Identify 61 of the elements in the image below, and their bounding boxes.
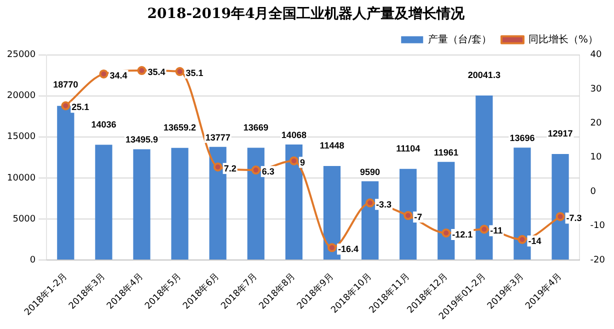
legend-label: 产量（台/套） xyxy=(428,33,492,46)
data-label: -12.1 xyxy=(452,229,473,240)
y2-tick-label: 0 xyxy=(590,186,596,197)
point xyxy=(61,101,70,110)
point xyxy=(289,156,298,166)
point xyxy=(480,224,489,234)
y2-tick-label: 40 xyxy=(590,50,602,60)
data-label: 18770 xyxy=(53,79,78,90)
point xyxy=(327,243,336,252)
data-label: 13495.9 xyxy=(125,134,158,145)
data-label: -3.3 xyxy=(376,199,392,210)
data-label: -14 xyxy=(528,236,542,246)
data-label: -7.3 xyxy=(566,213,582,224)
y2-tick-label: -10 xyxy=(590,221,606,232)
y2-tick-label: 20 xyxy=(590,118,602,129)
data-label: 12917 xyxy=(548,128,573,138)
data-label: 13777 xyxy=(205,132,230,142)
data-label: 9 xyxy=(300,157,305,168)
legend-label: 同比增长（%） xyxy=(528,33,598,46)
data-label: 11104 xyxy=(396,143,420,154)
data-label: 11448 xyxy=(320,140,344,151)
data-label: 13669 xyxy=(243,122,268,132)
point xyxy=(99,69,108,78)
bar xyxy=(133,149,150,260)
data-label: 7.2 xyxy=(224,163,236,174)
point xyxy=(213,162,222,172)
data-label: 11961 xyxy=(434,147,458,158)
data-label: 14068 xyxy=(281,130,306,140)
y-tick-label: 5000 xyxy=(12,214,36,224)
data-label: 35.4 xyxy=(148,67,166,78)
data-label: -7 xyxy=(414,212,422,222)
point xyxy=(442,228,451,238)
point xyxy=(175,67,184,76)
data-label: 9590 xyxy=(360,166,380,177)
bar xyxy=(171,148,188,260)
data-label: -11 xyxy=(490,226,503,236)
point xyxy=(137,66,146,76)
bar xyxy=(95,144,112,260)
y2-tick-label: 30 xyxy=(590,84,602,94)
data-label: 25.1 xyxy=(72,102,90,112)
chart-title: 2018-2019年4月全国工业机器人产量及增长情况 xyxy=(147,5,466,22)
data-label: 20041.3 xyxy=(468,70,500,80)
point xyxy=(366,198,375,208)
data-label: -16.4 xyxy=(338,244,359,254)
data-label: 13696 xyxy=(510,133,535,144)
y-tick-label: 25000 xyxy=(6,50,36,60)
y2-tick-label: 10 xyxy=(590,152,602,163)
data-label: 35.1 xyxy=(186,68,204,78)
data-label: 13659.2 xyxy=(164,122,196,132)
y-tick-label: 20000 xyxy=(6,91,36,102)
point xyxy=(556,212,565,222)
data-label: 34.4 xyxy=(110,70,128,80)
data-label: 14036 xyxy=(91,119,116,130)
y-tick-label: 15000 xyxy=(6,132,36,142)
y-tick-label: 0 xyxy=(30,255,36,266)
point xyxy=(404,211,413,220)
data-label: 6.3 xyxy=(262,166,274,177)
point xyxy=(251,166,260,175)
point xyxy=(518,234,527,244)
y-tick-label: 10000 xyxy=(6,173,36,184)
y2-tick-label: -20 xyxy=(590,255,606,266)
